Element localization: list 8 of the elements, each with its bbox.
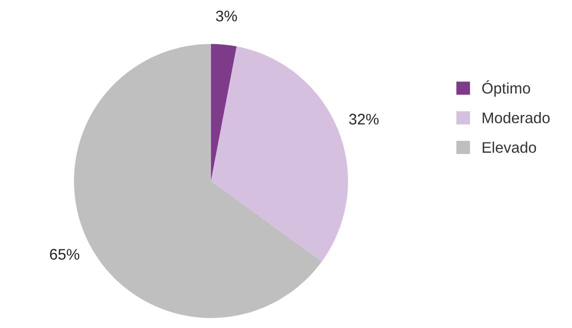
- data-label: 3%: [216, 10, 237, 22]
- legend-label: Óptimo: [482, 80, 530, 97]
- data-label: 65%: [50, 248, 80, 260]
- legend-label: Elevado: [482, 142, 536, 153]
- pie-slice: [211, 44, 237, 181]
- data-label: 32%: [349, 114, 379, 125]
- pie-slice: [211, 46, 348, 262]
- legend-label: Moderado: [482, 112, 550, 124]
